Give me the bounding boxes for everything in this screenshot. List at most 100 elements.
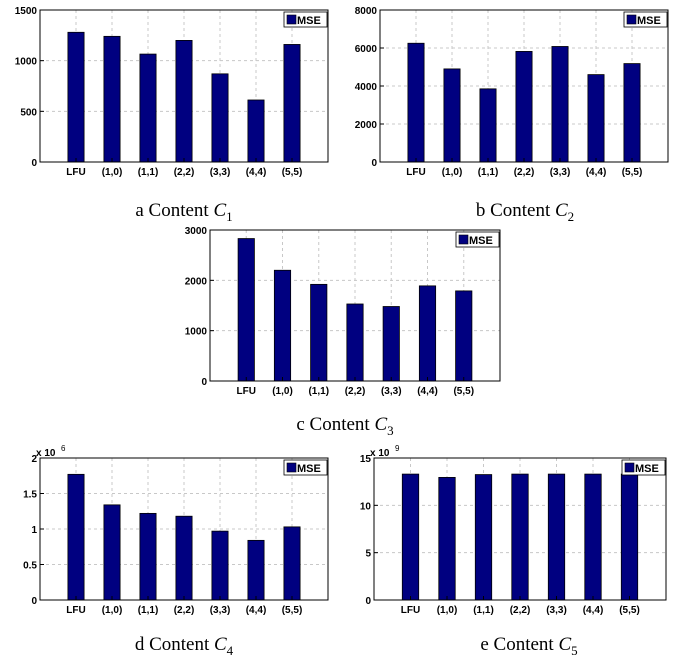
y-tick-label: 0.5 xyxy=(23,561,37,572)
x-tick-label: (2,2) xyxy=(174,167,195,178)
y-tick-label: 2000 xyxy=(185,276,208,287)
legend-label: MSE xyxy=(469,235,493,247)
caption-word: Content xyxy=(309,414,375,435)
bar-chart: 0 2000 4000 6000 8000 LFU (1,0) (1,1) (2,2) (3,3)… xyxy=(355,6,669,178)
y-tick-label: 8000 xyxy=(355,6,378,17)
bar xyxy=(587,74,605,163)
y-tick-label: 1.5 xyxy=(23,490,37,501)
bar xyxy=(551,46,569,163)
x-tick-label: (1,1) xyxy=(138,167,159,178)
exponent-power: 6 xyxy=(61,444,66,453)
y-tick-label: 2 xyxy=(31,454,37,465)
x-tick-label: (1,1) xyxy=(473,605,494,616)
bar xyxy=(139,53,157,163)
caption-c3: c Content C3 xyxy=(245,414,445,439)
bar xyxy=(623,63,641,163)
x-tick-label: (4,4) xyxy=(586,167,607,178)
y-tick-label: 10 xyxy=(360,501,372,512)
x-tick-label: (1,0) xyxy=(437,605,458,616)
legend-label: MSE xyxy=(635,463,659,475)
x-tick-label: (5,5) xyxy=(453,386,474,397)
chart-panel-c2: 0 2000 4000 6000 8000 LFU (1,0) (1,1) (2,2) (3,3)… xyxy=(340,0,672,184)
legend-swatch xyxy=(458,234,469,245)
y-tick-label: 4000 xyxy=(355,82,378,93)
caption-letter: e xyxy=(480,634,494,655)
bar xyxy=(211,73,229,163)
bar xyxy=(310,283,328,382)
legend: MSE xyxy=(283,11,328,28)
bar xyxy=(407,42,425,163)
x-tick-label: (4,4) xyxy=(246,605,267,616)
x-tick-label: (4,4) xyxy=(417,386,438,397)
chart-panel-c4: 0 0.5 1 1.5 2 LFU (1,0) (1,1) (2,2) (3,3) (4,4) (5,… xyxy=(0,444,332,622)
caption-symbol: C xyxy=(558,634,572,655)
x-tick-label: (3,3) xyxy=(546,605,567,616)
bar xyxy=(237,238,255,382)
bar xyxy=(103,35,121,163)
x-tick-label: (5,5) xyxy=(622,167,643,178)
caption-symbol: C xyxy=(213,200,227,221)
caption-word: Content xyxy=(493,634,559,655)
caption-letter: b xyxy=(475,200,491,221)
legend-swatch xyxy=(286,14,297,25)
caption-subscript: 2 xyxy=(567,208,575,224)
legend-label: MSE xyxy=(297,15,321,27)
x-tick-label: LFU xyxy=(66,167,85,178)
x-tick-label: (1,1) xyxy=(308,386,329,397)
legend-label: MSE xyxy=(637,15,661,27)
exponent-power: 9 xyxy=(395,444,400,453)
caption-c4: d Content C4 xyxy=(84,634,284,659)
chart-panel-c1: 0 500 1000 1500 LFU (1,0) (1,1) (2,2) (3,3) (4,4)… xyxy=(0,0,332,184)
x-tick-label: (1,0) xyxy=(102,605,123,616)
x-tick-label: (4,4) xyxy=(246,167,267,178)
legend-swatch xyxy=(624,462,635,473)
caption-c2: b Content C2 xyxy=(425,200,625,225)
legend-label: MSE xyxy=(297,463,321,475)
legend-swatch xyxy=(286,462,297,473)
bar xyxy=(620,473,639,601)
bar xyxy=(401,473,420,601)
x-tick-label: (1,0) xyxy=(102,167,123,178)
y-exponent-label: x 10 6 xyxy=(36,444,66,459)
caption-letter: d xyxy=(134,634,150,655)
caption-subscript: 1 xyxy=(226,208,233,224)
bar xyxy=(67,473,85,601)
bar xyxy=(418,285,437,382)
y-tick-label: 0 xyxy=(365,596,371,607)
x-tick-label: LFU xyxy=(406,167,425,178)
bar xyxy=(346,303,364,382)
bar xyxy=(479,88,497,163)
bar xyxy=(474,474,493,601)
y-tick-label: 3000 xyxy=(185,226,208,237)
x-tick-label: (4,4) xyxy=(583,605,604,616)
x-tick-label: (2,2) xyxy=(174,605,195,616)
bar-chart: 0 1000 2000 3000 LFU (1,0) (1,1) (2,2) (3,3) (4,4… xyxy=(185,226,501,397)
x-tick-label: (1,1) xyxy=(138,605,159,616)
x-tick-label: (3,3) xyxy=(210,605,231,616)
x-tick-label: (5,5) xyxy=(282,605,303,616)
y-tick-label: 1 xyxy=(31,525,37,536)
legend: MSE xyxy=(455,231,500,248)
x-tick-label: (3,3) xyxy=(550,167,571,178)
x-tick-label: LFU xyxy=(237,386,256,397)
bar xyxy=(175,515,193,601)
bar xyxy=(247,99,265,163)
caption-subscript: 4 xyxy=(226,642,234,658)
y-tick-label: 1500 xyxy=(15,6,38,17)
y-tick-label: 6000 xyxy=(355,44,378,55)
x-tick-label: (2,2) xyxy=(510,605,531,616)
bar xyxy=(455,290,473,382)
caption-c5: e Content C5 xyxy=(429,634,629,659)
x-tick-label: (2,2) xyxy=(514,167,535,178)
x-tick-label: (1,0) xyxy=(442,167,463,178)
bar-chart: 0 500 1000 1500 LFU (1,0) (1,1) (2,2) (3,3) (4,4)… xyxy=(15,6,329,178)
x-tick-label: (2,2) xyxy=(345,386,366,397)
y-tick-label: 0 xyxy=(201,377,207,388)
bar xyxy=(175,40,193,163)
y-tick-label: 5 xyxy=(365,549,371,560)
x-tick-label: (3,3) xyxy=(381,386,402,397)
y-tick-label: 0 xyxy=(371,158,377,169)
y-tick-label: 1000 xyxy=(15,57,38,68)
y-tick-label: 0 xyxy=(31,158,37,169)
bar xyxy=(139,512,157,601)
